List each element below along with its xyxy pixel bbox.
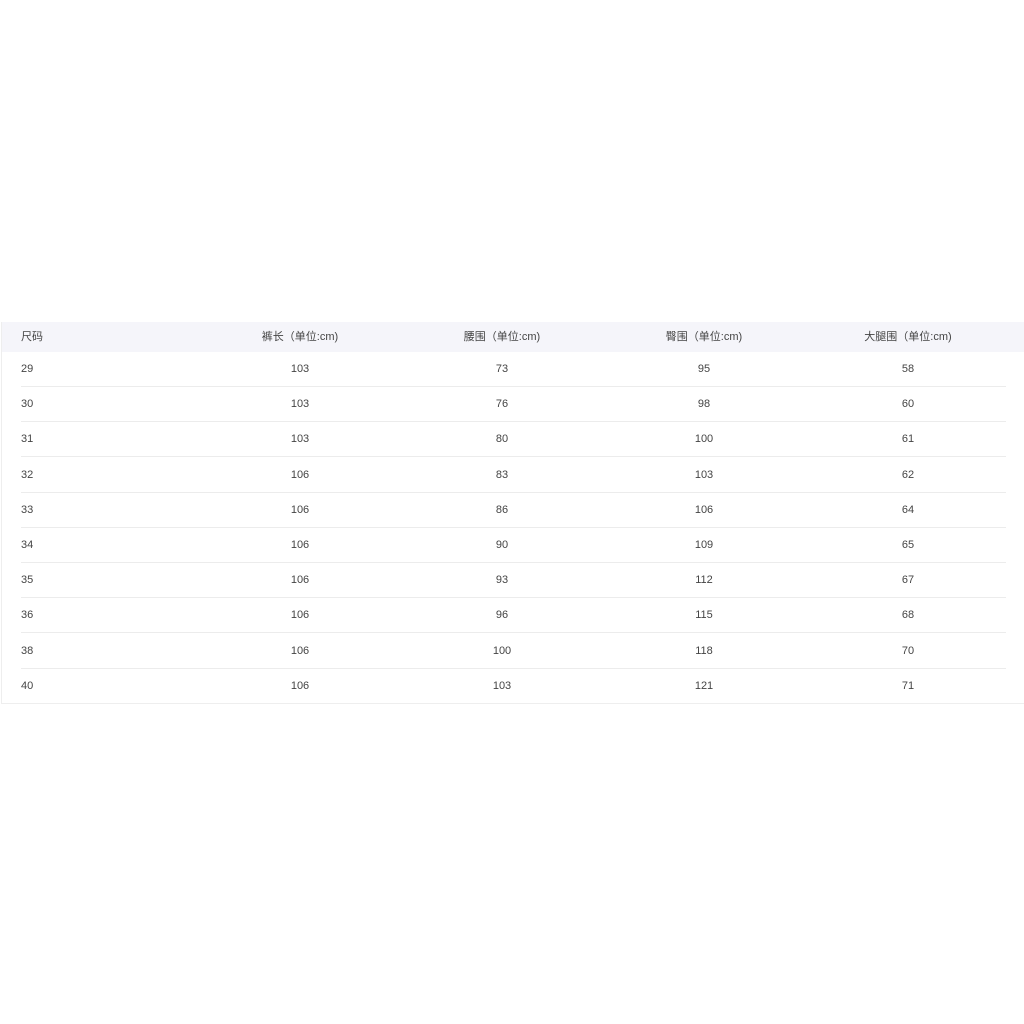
cell-length: 106 xyxy=(290,574,310,587)
cell-waist: 80 xyxy=(495,433,509,446)
cell-hip: 109 xyxy=(694,539,714,551)
cell-waist: 96 xyxy=(495,609,509,622)
cell-waist: 86 xyxy=(495,503,509,516)
cell-length: 106 xyxy=(290,539,310,551)
size-chart-table: 尺码 裤长（单位:cm) 腰围（单位:cm) 臀围（单位:cm) 大腿围（单位:… xyxy=(1,322,1024,704)
row-divider xyxy=(21,562,1006,563)
table-row: 32 106 83 103 62 xyxy=(2,458,1024,493)
table-row: 40 106 103 121 71 xyxy=(2,669,1024,704)
cell-hip: 115 xyxy=(695,609,713,622)
table-row: 30 103 76 98 60 xyxy=(2,387,1024,423)
cell-hip: 106 xyxy=(694,503,714,516)
table-row: 29 103 73 95 58 xyxy=(2,352,1024,387)
cell-waist: 100 xyxy=(492,644,512,657)
cell-waist: 76 xyxy=(495,398,509,411)
cell-hip: 121 xyxy=(694,679,714,692)
header-size: 尺码 xyxy=(21,331,43,343)
cell-thigh: 65 xyxy=(901,539,915,551)
cell-thigh: 71 xyxy=(901,679,915,692)
cell-size: 40 xyxy=(21,679,34,692)
cell-length: 106 xyxy=(290,503,310,516)
cell-thigh: 58 xyxy=(901,363,915,375)
row-divider xyxy=(21,421,1006,423)
cell-hip: 112 xyxy=(695,574,713,587)
row-divider xyxy=(21,456,1006,458)
cell-hip: 100 xyxy=(694,433,714,446)
cell-size: 35 xyxy=(21,574,34,587)
cell-length: 103 xyxy=(290,398,310,411)
row-divider xyxy=(21,491,1006,493)
cell-waist: 73 xyxy=(495,363,509,375)
header-hip: 臀围（单位:cm) xyxy=(665,331,743,343)
cell-length: 106 xyxy=(290,468,310,481)
cell-size: 33 xyxy=(21,503,34,516)
row-divider xyxy=(21,632,1006,634)
row-divider xyxy=(21,526,1006,528)
cell-size: 31 xyxy=(21,433,34,446)
row-divider xyxy=(21,597,1006,599)
cell-size: 32 xyxy=(21,468,34,481)
cell-length: 106 xyxy=(290,679,310,692)
cell-waist: 90 xyxy=(495,539,509,551)
cell-size: 29 xyxy=(21,363,34,375)
cell-hip: 98 xyxy=(697,398,711,411)
table-row: 35 106 93 112 67 xyxy=(2,563,1024,599)
cell-thigh: 64 xyxy=(901,503,915,516)
cell-thigh: 61 xyxy=(901,433,915,446)
table-row: 38 106 100 118 70 xyxy=(2,634,1024,669)
cell-size: 34 xyxy=(21,539,34,551)
table-row: 34 106 90 109 65 xyxy=(2,528,1024,563)
cell-size: 36 xyxy=(21,609,34,622)
cell-waist: 93 xyxy=(495,574,509,587)
cell-thigh: 68 xyxy=(901,609,915,622)
table-header: 尺码 裤长（单位:cm) 腰围（单位:cm) 臀围（单位:cm) 大腿围（单位:… xyxy=(2,322,1024,352)
cell-length: 106 xyxy=(290,644,310,657)
row-divider xyxy=(21,386,1006,387)
cell-waist: 103 xyxy=(492,679,512,692)
header-thigh: 大腿围（单位:cm) xyxy=(864,331,952,343)
cell-waist: 83 xyxy=(495,468,509,481)
row-divider xyxy=(21,667,1006,669)
cell-length: 103 xyxy=(290,363,310,375)
cell-size: 38 xyxy=(21,644,34,657)
cell-thigh: 62 xyxy=(901,468,915,481)
table-row: 36 106 96 115 68 xyxy=(2,598,1024,634)
cell-length: 106 xyxy=(290,609,310,622)
header-length: 裤长（单位:cm) xyxy=(261,331,339,343)
cell-hip: 103 xyxy=(694,468,714,481)
header-waist: 腰围（单位:cm) xyxy=(463,331,541,343)
table-row: 33 106 86 106 64 xyxy=(2,493,1024,528)
cell-hip: 95 xyxy=(697,363,711,375)
cell-size: 30 xyxy=(21,398,34,411)
cell-thigh: 67 xyxy=(901,574,915,587)
cell-hip: 118 xyxy=(695,644,713,657)
table-row: 31 103 80 100 61 xyxy=(2,422,1024,458)
cell-length: 103 xyxy=(290,433,310,446)
cell-thigh: 60 xyxy=(901,398,915,411)
cell-thigh: 70 xyxy=(901,644,915,657)
